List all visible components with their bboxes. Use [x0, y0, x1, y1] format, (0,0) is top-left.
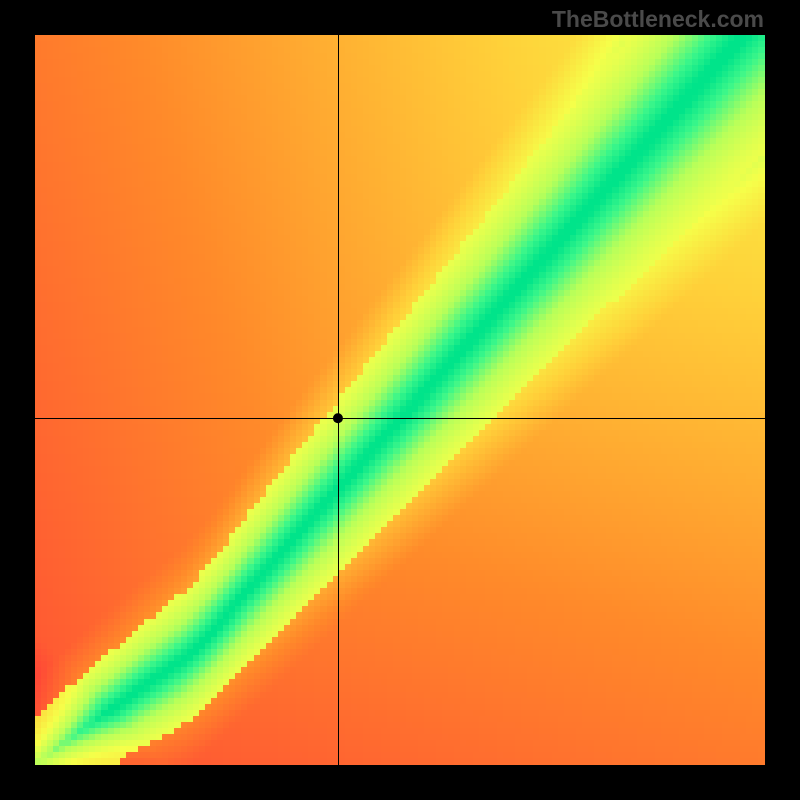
bottleneck-heatmap — [35, 35, 765, 765]
watermark-text: TheBottleneck.com — [552, 6, 764, 33]
figure-container: TheBottleneck.com — [0, 0, 800, 800]
